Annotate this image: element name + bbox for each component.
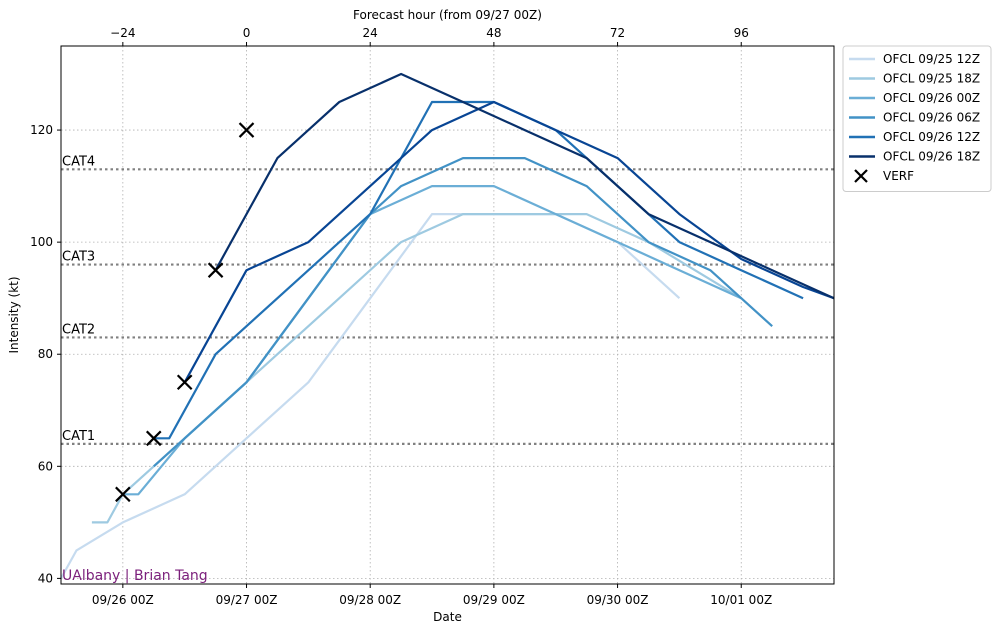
legend-box [842,45,992,192]
category-label: CAT3 [62,250,95,265]
verf-marker-stroke [238,122,255,138]
verf-marker [115,486,131,503]
legend-label: OFCL 09/26 18Z [883,150,980,164]
legend-item: OFCL 09/26 00Z [849,91,980,105]
verf-marker-stroke [145,430,162,447]
category-label: CAT1 [62,429,95,444]
legend-label: VERF [883,169,914,183]
legend-label: OFCL 09/25 18Z [883,72,980,86]
top-tick-label: 48 [486,26,501,40]
x-tick-label: 09/29 00Z [463,593,525,607]
x-tick-label: 10/01 00Z [710,593,772,607]
x-tick-label: 09/27 00Z [216,593,278,607]
x-tick-label: 09/26 00Z [92,593,154,607]
top-tick-label: 72 [610,26,625,40]
legend-label: OFCL 09/26 12Z [883,130,980,144]
series-lines [60,72,835,579]
series-line [153,157,773,468]
x-axis-title: Date [433,610,462,624]
top-tick-label: 24 [363,26,378,40]
verf-marker [176,374,193,391]
top-tick-label: 96 [734,26,749,40]
y-tick-label: 120 [30,123,53,137]
legend-item: VERF [854,169,914,183]
x-tick-label: 09/30 00Z [587,593,649,607]
y-tick-label: 60 [38,459,53,473]
legend-item: OFCL 09/26 12Z [849,130,980,144]
legend-item: OFCL 09/26 06Z [849,111,980,125]
verf-marker-stroke [207,262,224,278]
verf-marker [238,122,255,138]
series-line [122,185,742,496]
legend-marker [854,169,868,183]
legend-item: OFCL 09/26 18Z [849,150,980,164]
plot-frame [60,45,835,585]
legend-item: OFCL 09/25 18Z [849,72,980,86]
category-label: CAT2 [62,322,95,337]
y-axis-title: Intensity (kt) [7,276,21,353]
category-lines: CAT1 CAT2 CAT3 CAT4 [61,154,834,445]
series-line [91,213,742,524]
verf-marker [145,430,162,447]
grid-layer [61,46,834,584]
legend-label: OFCL 09/26 06Z [883,111,980,125]
top-axis-title: Forecast hour (from 09/27 00Z) [353,8,542,22]
legend-label: OFCL 09/25 12Z [883,52,980,66]
legend-label: OFCL 09/26 00Z [883,91,980,105]
top-tick-label: 0 [243,26,251,40]
verf-marker-stroke [176,374,193,391]
y-tick-label: 100 [30,235,53,249]
x-tick-label: 09/28 00Z [339,593,401,607]
series-line [153,100,804,440]
legend: OFCL 09/25 12Z OFCL 09/25 18Z OFCL 09/26 0… [842,45,992,192]
y-tick-label: 40 [38,571,53,585]
top-tick-label: −24 [110,26,135,40]
series-line [183,100,835,383]
credit-text: UAlbany | Brian Tang [62,568,208,584]
category-label: CAT4 [62,154,95,169]
axes: 09/26 00Z 09/27 00Z 09/28 00Z 09/29 00Z 09/3… [30,26,772,607]
verification-markers [115,122,255,503]
verf-marker [207,262,224,278]
verf-marker-stroke [115,486,131,503]
legend-item: OFCL 09/25 12Z [849,52,980,66]
y-tick-label: 80 [38,347,53,361]
series-line [214,72,835,300]
